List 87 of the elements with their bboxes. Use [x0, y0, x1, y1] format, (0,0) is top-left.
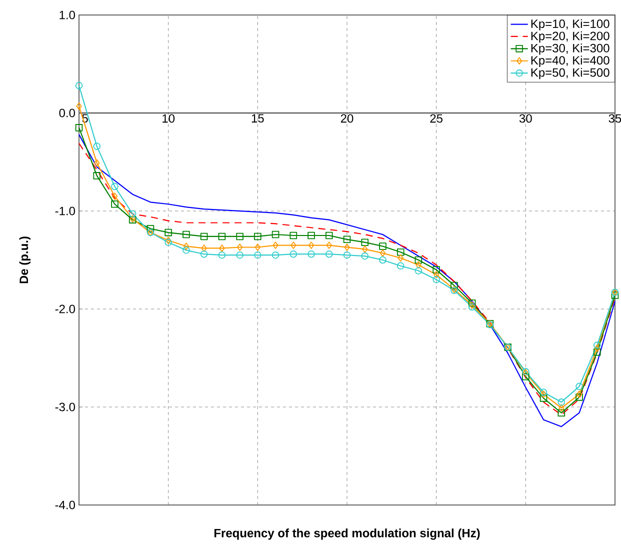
- point: [396, 248, 404, 256]
- point: [540, 394, 548, 402]
- point: [236, 251, 244, 259]
- point: [111, 182, 118, 190]
- point: [290, 250, 298, 258]
- point: [236, 244, 243, 251]
- point: [362, 246, 368, 253]
- point: [254, 244, 261, 251]
- point: [308, 250, 315, 258]
- legend-label: Kp=50, Ki=500: [531, 68, 610, 80]
- point: [76, 102, 82, 110]
- x-tick-label: 15: [252, 114, 264, 123]
- point: [593, 348, 601, 356]
- point: [558, 404, 564, 412]
- x-axis-title: Frequency of the speed modulation signal (Hz): [214, 528, 480, 540]
- point: [254, 251, 262, 259]
- y-axis-title: De (p.u.): [19, 236, 30, 284]
- point: [432, 276, 440, 284]
- point: [112, 192, 118, 200]
- point: [218, 251, 226, 259]
- point: [200, 232, 208, 240]
- point: [308, 232, 315, 240]
- point: [594, 344, 600, 352]
- point: [576, 382, 583, 390]
- point: [558, 398, 566, 406]
- y-tick-label: -3.0: [55, 402, 76, 412]
- x-tick-label: 10: [162, 114, 175, 123]
- point: [218, 232, 226, 240]
- point: [308, 242, 314, 249]
- point: [576, 390, 582, 398]
- point: [343, 251, 351, 259]
- y-tick-label: -1.0: [55, 206, 76, 216]
- point: [414, 256, 422, 264]
- point: [414, 267, 422, 274]
- y-tick-label: -4.0: [55, 500, 76, 510]
- point: [325, 232, 333, 240]
- point: [398, 254, 404, 262]
- y-tick-label: 1.0: [60, 10, 76, 20]
- x-tick-label: 20: [340, 114, 354, 123]
- point: [450, 282, 458, 290]
- point: [93, 172, 101, 180]
- point: [93, 142, 101, 150]
- point: [182, 230, 190, 238]
- point: [272, 251, 280, 259]
- point: [182, 246, 190, 254]
- point: [343, 236, 351, 244]
- point: [183, 242, 190, 250]
- point: [272, 242, 278, 249]
- point: [272, 230, 280, 238]
- point: [146, 224, 154, 232]
- point: [254, 232, 262, 240]
- legend-label: Kp=20, Ki=200: [531, 31, 610, 43]
- y-tick-label: 0.0: [59, 108, 76, 118]
- legend-label: Kp=10, Ki=100: [531, 19, 610, 30]
- point: [75, 82, 83, 90]
- point: [522, 372, 530, 380]
- point: [379, 242, 386, 250]
- point: [201, 244, 207, 252]
- point: [593, 342, 601, 349]
- legend-label: Kp=40, Ki=400: [531, 56, 610, 67]
- point: [164, 228, 172, 236]
- legend-label: Kp=30, Ki=300: [531, 44, 610, 55]
- point: [326, 242, 332, 249]
- point: [290, 232, 298, 240]
- point: [219, 244, 225, 252]
- x-tick-label: 25: [430, 114, 442, 123]
- point: [75, 124, 83, 132]
- point: [361, 252, 369, 260]
- point: [416, 261, 422, 269]
- point: [94, 159, 100, 167]
- point: [558, 409, 566, 417]
- point: [344, 244, 350, 251]
- point: [236, 232, 244, 240]
- point: [433, 271, 440, 278]
- point: [379, 256, 386, 264]
- point: [361, 238, 369, 246]
- point: [576, 394, 583, 401]
- point: [128, 210, 136, 218]
- point: [325, 250, 333, 258]
- y-tick-label: -2.0: [55, 304, 76, 314]
- point: [200, 250, 208, 258]
- point: [380, 249, 386, 257]
- point: [111, 200, 118, 208]
- point: [432, 266, 440, 274]
- point: [396, 262, 404, 270]
- point: [290, 242, 296, 249]
- x-tick-label: 30: [519, 114, 532, 123]
